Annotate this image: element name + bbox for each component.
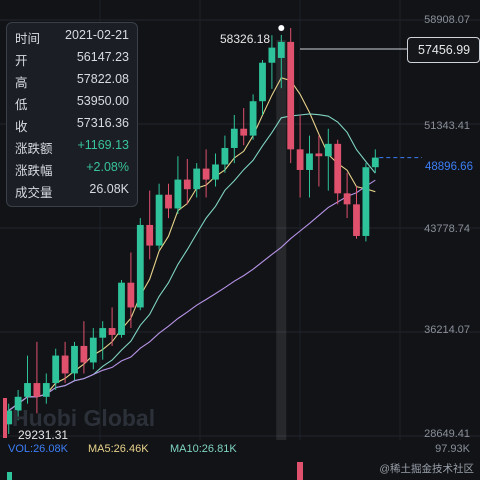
- info-key: 涨跌幅: [15, 164, 53, 178]
- volume-bar: [3, 398, 7, 438]
- candle-body: [136, 224, 144, 308]
- candle-body: [183, 179, 191, 190]
- info-row: 时间 2021-02-21: [15, 28, 129, 48]
- candle-body: [277, 41, 285, 58]
- candle-body: [324, 143, 332, 157]
- candle-body: [230, 128, 238, 148]
- high-marker-dot: [278, 24, 285, 31]
- candle-body: [296, 149, 304, 170]
- vol-label: VOL:26.08K: [8, 443, 68, 455]
- info-key: 开: [15, 54, 28, 68]
- current-price-label: 48896.66: [425, 161, 473, 173]
- volume-max-label: 97.93K: [435, 443, 470, 455]
- ma10-label: MA10:26.81K: [170, 443, 237, 455]
- info-key: 涨跌额: [15, 142, 53, 156]
- price-axis-label: 36214.07: [424, 324, 470, 336]
- candle-body: [353, 204, 360, 236]
- last-price-box[interactable]: 57456.99: [407, 37, 480, 63]
- candle-body: [362, 167, 370, 236]
- ohlc-info-panel: 时间 2021-02-21 开 56147.23 高 57822.08 低 53950.…: [6, 22, 138, 207]
- watermark-logo: Huobi Global: [12, 405, 156, 431]
- info-value: 56147.23: [76, 50, 129, 64]
- price-axis-label: 43778.74: [424, 223, 470, 235]
- info-key: 成交量: [15, 186, 53, 200]
- info-value: 2021-02-21: [65, 28, 129, 42]
- info-value: 57822.08: [76, 72, 129, 86]
- price-axis-label: 28649.41: [424, 428, 470, 440]
- candle-body: [118, 282, 125, 335]
- info-value: +2.08%: [86, 160, 129, 174]
- candle-body: [268, 47, 276, 63]
- ma5-label: MA5:26.46K: [88, 443, 149, 455]
- candle-body: [127, 282, 135, 308]
- low-marker-label: 29231.31: [18, 428, 69, 442]
- info-row: 低 53950.00: [15, 94, 129, 114]
- candle-body: [89, 337, 97, 363]
- candle-body: [202, 168, 210, 180]
- candle-body: [99, 328, 107, 338]
- candle-body: [165, 194, 172, 209]
- candle-body: [71, 345, 78, 374]
- info-row: 收 57316.36: [15, 116, 129, 136]
- info-row: 高 57822.08: [15, 72, 129, 92]
- candle-body: [108, 328, 116, 335]
- ma5-line: [8, 77, 376, 412]
- volume-bar: [297, 462, 303, 480]
- candle-body: [80, 345, 88, 363]
- candle-body: [212, 164, 219, 180]
- info-key: 高: [15, 76, 28, 90]
- info-row: 开 56147.23: [15, 50, 129, 70]
- info-key: 时间: [15, 32, 41, 46]
- candle-body: [334, 143, 342, 194]
- candle-body: [315, 153, 323, 157]
- info-value: 53950.00: [76, 94, 129, 108]
- candle-body: [259, 62, 266, 102]
- info-key: 低: [15, 98, 28, 112]
- crosshair-column: [276, 40, 287, 440]
- info-value: +1169.13: [77, 138, 129, 152]
- volume-indicator-bar: VOL:26.08K MA5:26.46K MA10:26.81K: [0, 440, 480, 458]
- candle-body: [52, 355, 60, 384]
- candle-body: [343, 193, 351, 205]
- info-row: 成交量 26.08K: [15, 182, 129, 202]
- info-key: 收: [15, 120, 28, 134]
- info-row: 涨跌额 +1169.13: [15, 138, 129, 158]
- candle-body: [155, 194, 163, 246]
- high-marker-label: 58326.18: [220, 32, 271, 46]
- ma30-line: [8, 179, 376, 412]
- candle-body: [5, 410, 13, 425]
- info-value: 26.08K: [89, 182, 129, 196]
- price-axis-label: 58908.07: [424, 14, 470, 26]
- info-value: 57316.36: [76, 116, 129, 130]
- candle-body: [24, 383, 31, 397]
- candle-body: [287, 41, 295, 150]
- candle-body: [193, 168, 201, 190]
- candle-body: [249, 101, 257, 136]
- candle-body: [146, 224, 154, 246]
- candle-body: [61, 355, 69, 374]
- candle-body: [240, 128, 248, 136]
- candle-body: [221, 147, 229, 165]
- volume-bar: [7, 472, 12, 480]
- credit-text: @稀土掘金技术社区: [379, 463, 474, 475]
- info-row: 涨跌幅 +2.08%: [15, 160, 129, 180]
- last-price-value: 57456.99: [418, 43, 471, 57]
- candle-body: [14, 396, 22, 411]
- candle-body: [174, 179, 182, 209]
- candle-body: [42, 383, 50, 397]
- candle-body: [33, 383, 41, 397]
- candle-body: [306, 153, 313, 170]
- price-axis-label: 51343.41: [424, 120, 470, 132]
- candle-body: [371, 157, 379, 168]
